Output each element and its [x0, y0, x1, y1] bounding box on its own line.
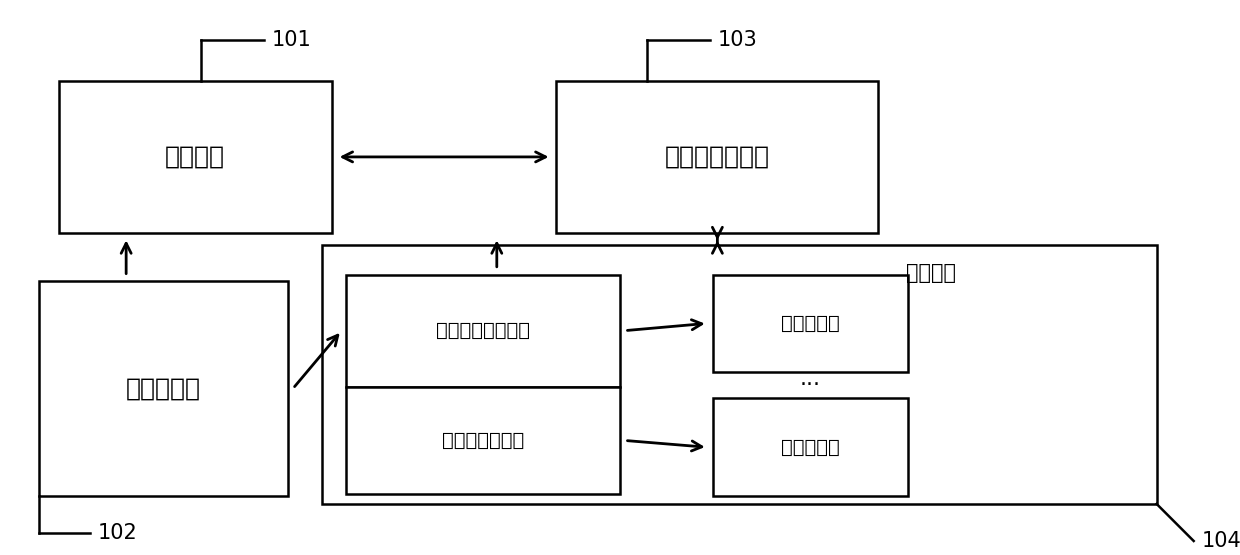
Text: 充电桩单元: 充电桩单元 — [781, 314, 839, 333]
Bar — [713, 398, 908, 496]
Text: 102: 102 — [98, 523, 138, 543]
Text: 充电后台控制单元: 充电后台控制单元 — [436, 321, 531, 340]
Text: 充电桩单元: 充电桩单元 — [781, 438, 839, 457]
Bar — [346, 275, 620, 387]
Text: ···: ··· — [800, 375, 821, 395]
Text: 供配电模块: 供配电模块 — [126, 377, 201, 401]
Text: 充电模块: 充电模块 — [906, 263, 956, 282]
Text: 104: 104 — [1202, 531, 1240, 551]
Text: 103: 103 — [718, 31, 758, 51]
Text: 监控模块: 监控模块 — [165, 145, 226, 169]
Bar — [58, 81, 332, 233]
Bar — [713, 275, 908, 372]
Text: 充电站管理平台: 充电站管理平台 — [665, 145, 770, 169]
Bar — [557, 81, 878, 233]
Bar — [38, 281, 288, 496]
Bar — [322, 245, 1157, 504]
Bar — [346, 387, 620, 494]
Text: 柔性充电堆单元: 柔性充电堆单元 — [441, 431, 525, 450]
Text: 101: 101 — [272, 31, 311, 51]
